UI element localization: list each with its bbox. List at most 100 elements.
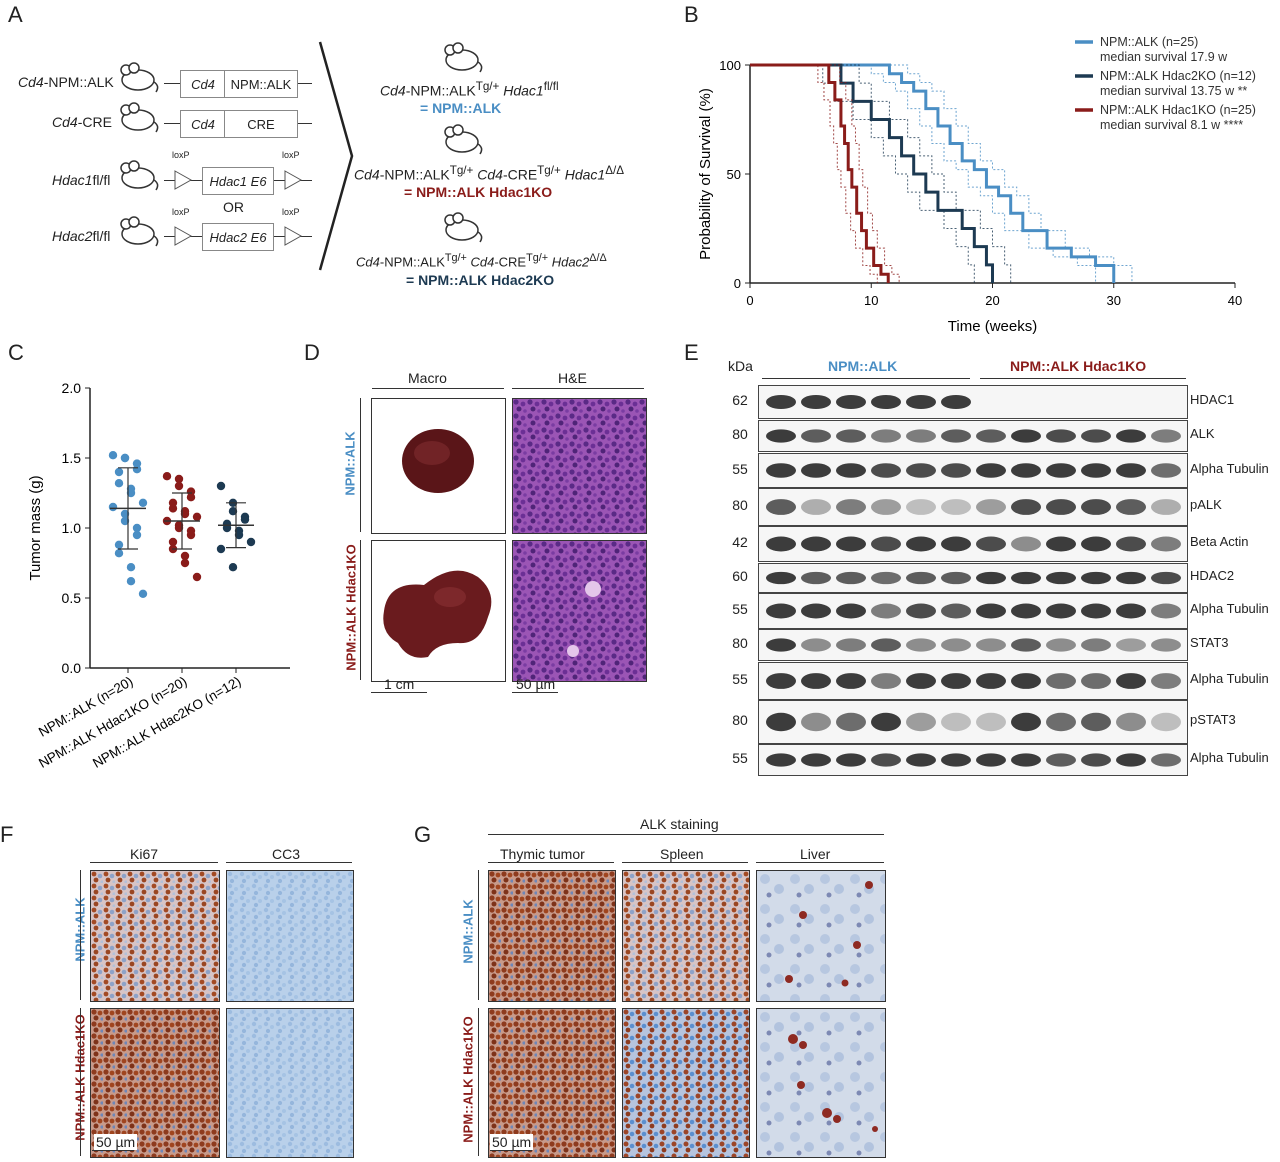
panel-label-e: E <box>684 340 699 365</box>
blot-protein-label: pALK <box>1190 497 1222 512</box>
col-header-spleen: Spleen <box>660 846 704 862</box>
result-genotype-3: Cd4-NPM::ALKTg/+ Cd4-CRETg/+ Hdac2Δ/Δ <box>356 252 607 270</box>
mouse-icon <box>444 212 483 243</box>
blot-band <box>871 394 901 410</box>
data-point <box>114 467 124 477</box>
mouse-icon <box>120 62 159 93</box>
survival-curve-0 <box>750 63 1116 283</box>
blot-protein-label: HDAC1 <box>1190 392 1235 407</box>
data-point <box>234 530 244 540</box>
blot-band <box>836 603 866 619</box>
data-point <box>228 507 238 516</box>
data-point <box>108 451 118 460</box>
blot-strip <box>758 453 1188 488</box>
col-header-he: H&E <box>558 370 587 386</box>
blot-band <box>941 571 971 585</box>
ki67-image-npm-alk <box>90 870 220 1002</box>
blot-band <box>801 394 831 410</box>
blot-band <box>801 429 831 443</box>
col-header-cc3: CC3 <box>272 846 301 862</box>
blot-band <box>941 712 971 732</box>
col-header-liver: Liver <box>800 846 831 862</box>
he-image-hdac1ko <box>512 540 647 682</box>
blot-band <box>1011 712 1041 732</box>
y-tick-label: 1.5 <box>62 450 82 466</box>
data-point <box>180 558 190 568</box>
blot-band <box>976 536 1006 552</box>
blot-band <box>976 753 1006 767</box>
blot-band <box>1046 712 1076 732</box>
data-point <box>132 523 142 533</box>
y-axis-label: Probability of Survival (%) <box>697 88 714 260</box>
y-tick-label: 0.0 <box>62 660 82 676</box>
kda-marker: 62 <box>732 392 748 408</box>
loxp-triangle-icon <box>174 226 192 246</box>
blot-protein-label: Alpha Tubulin <box>1190 671 1269 686</box>
blot-band <box>906 536 936 552</box>
blot-band <box>766 463 796 478</box>
data-point <box>186 493 196 502</box>
blot-band <box>976 499 1006 515</box>
label-hdac2-flfl: Hdac2fl/fl <box>52 228 111 244</box>
result-label-npm-alk: = NPM::ALK <box>420 100 502 116</box>
scale-bar-1cm: 1 cm <box>384 676 415 692</box>
blot-band <box>906 673 936 689</box>
blot-band <box>941 394 971 410</box>
blot-band <box>906 603 936 619</box>
kaplan-meier-chart: 0 10 20 30 40 0 50 100 Time (weeks) Probability o… <box>697 35 1256 335</box>
loxp-label: loxP <box>172 150 190 160</box>
x-tick-label: 30 <box>1107 293 1121 308</box>
row-label-npm-alk: NPM::ALK <box>342 431 358 496</box>
blot-band <box>1046 463 1076 478</box>
blot-band <box>1046 638 1076 652</box>
mouse-icon <box>444 42 483 73</box>
row-label-npm-alk: NPM::ALK <box>460 899 476 964</box>
data-point <box>240 515 250 524</box>
data-point <box>114 540 124 549</box>
blot-band <box>1151 603 1181 619</box>
or-label: OR <box>223 199 244 215</box>
x-tick-label: 40 <box>1228 293 1242 308</box>
blot-protein-label: pSTAT3 <box>1190 712 1236 727</box>
blot-band <box>766 673 796 689</box>
blot-band <box>1116 753 1146 767</box>
cc3-image-hdac1ko <box>226 1008 354 1158</box>
result-genotype-2: Cd4-NPM::ALKTg/+ Cd4-CRETg/+ Hdac1Δ/Δ <box>354 164 624 183</box>
blot-band <box>941 463 971 478</box>
survival-curve-1 <box>750 63 994 283</box>
kda-marker: 55 <box>732 671 748 687</box>
kda-marker: 55 <box>732 460 748 477</box>
blot-band <box>766 536 796 552</box>
blot-band <box>801 499 831 515</box>
blot-band <box>1151 571 1181 585</box>
label-cd4-cre: Cd4-CRE <box>52 114 112 130</box>
loxp-triangle-icon <box>174 170 192 190</box>
blot-strip <box>758 629 1188 661</box>
col-header-thymic-tumor: Thymic tumor <box>500 846 585 862</box>
blot-protein-label: Alpha Tubulin <box>1190 460 1269 476</box>
blot-band <box>941 499 971 515</box>
data-point <box>168 504 178 513</box>
blot-band <box>976 638 1006 652</box>
blot-band <box>941 603 971 619</box>
blot-band <box>1046 673 1076 689</box>
data-point <box>174 474 184 484</box>
result-label-hdac2ko: = NPM::ALK Hdac2KO <box>406 272 555 288</box>
data-point <box>120 516 130 526</box>
data-point <box>162 472 172 481</box>
blot-band <box>836 429 866 443</box>
kda-label: kDa <box>728 358 753 374</box>
data-point <box>174 523 184 533</box>
box-cre: CRE <box>224 110 298 138</box>
blot-band <box>1151 638 1181 652</box>
result-genotype-1: Cd4-NPM::ALKTg/+ Hdac1fl/fl <box>380 80 559 99</box>
blot-band <box>1011 499 1041 515</box>
blot-protein-label: Alpha Tubulin <box>1190 750 1269 765</box>
mouse-icon <box>120 160 159 191</box>
box-hdac1-e6: Hdac1 E6 <box>202 167 274 195</box>
blot-band <box>1151 536 1181 552</box>
mouse-icon <box>120 216 159 247</box>
blot-band <box>1116 429 1146 443</box>
y-tick-label: 100 <box>719 58 741 73</box>
loxp-label: loxP <box>282 207 300 217</box>
